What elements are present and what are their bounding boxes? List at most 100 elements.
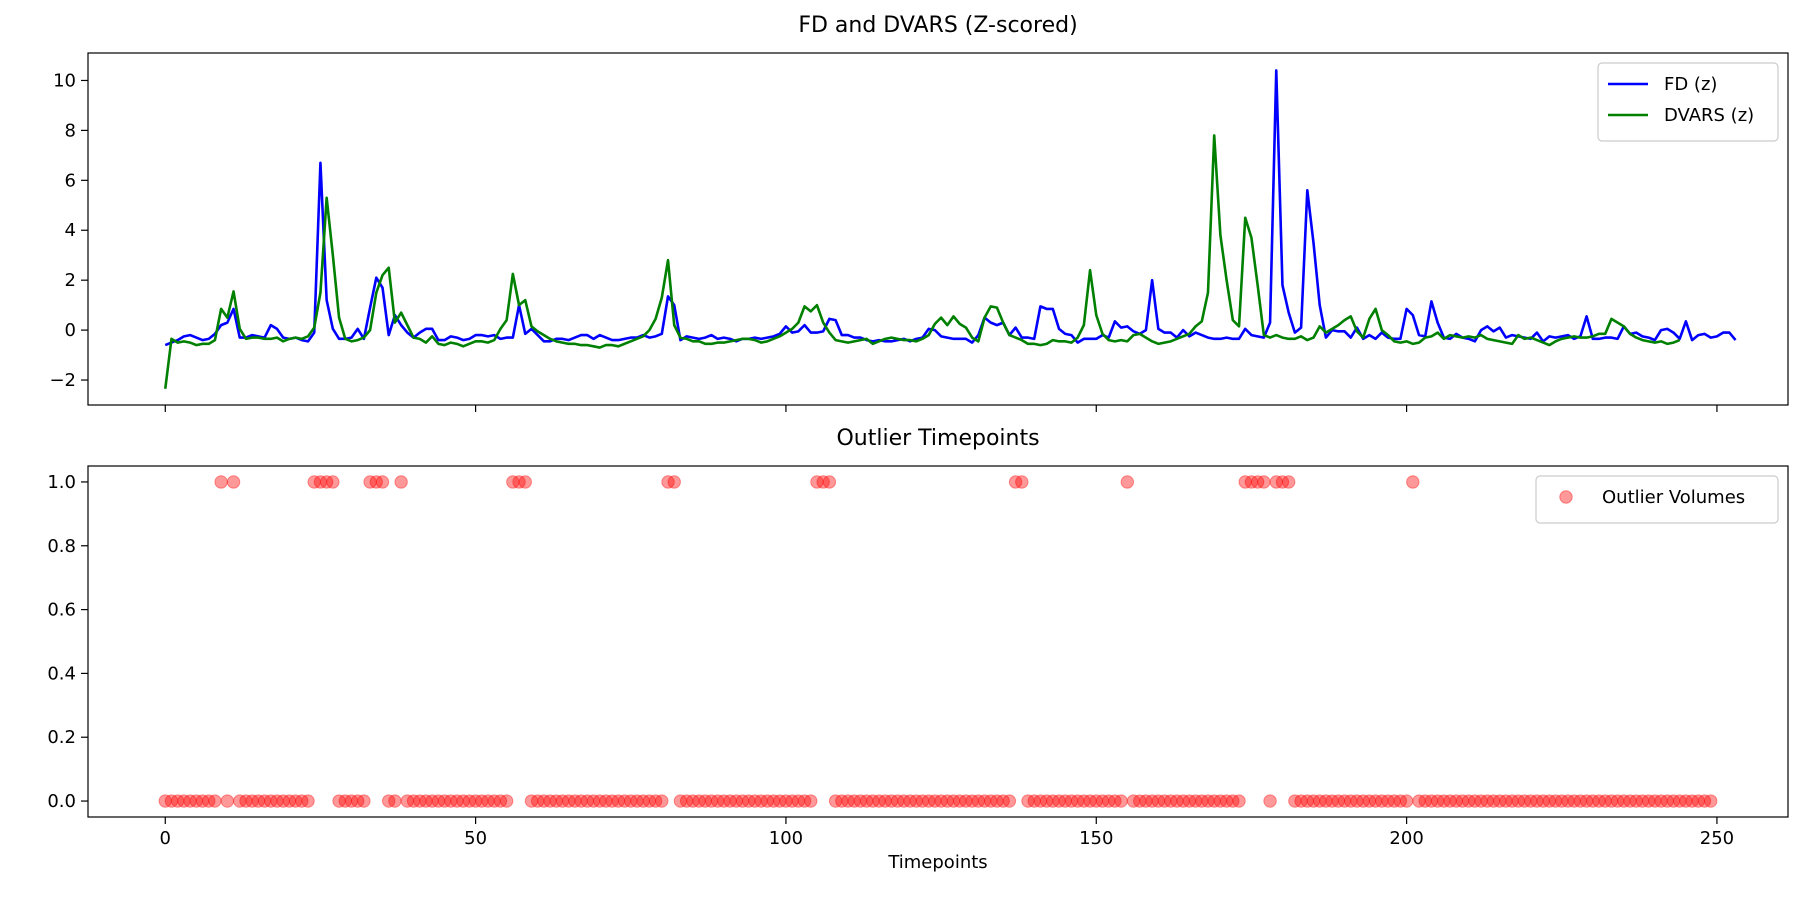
outlier-point [779,794,793,808]
outlier-point [1114,794,1128,808]
legend-swatch [1559,490,1573,504]
outlier-point [189,794,204,808]
outlier-point [1164,794,1178,808]
outlier-point [1250,475,1265,489]
outlier-point [537,794,551,808]
outlier-point [1095,794,1110,808]
outlier-point [797,794,812,808]
legend: Outlier Volumes [1535,475,1779,524]
outlier-point [723,794,737,808]
outlier-point [1120,475,1135,489]
outlier-point [555,794,570,808]
outlier-point [1666,794,1681,808]
plot-area [163,69,1737,389]
outlier-point [1157,794,1172,808]
outlier-point [251,794,266,808]
outlier-point [357,794,371,808]
outlier-point [686,794,700,808]
outlier-point [1344,794,1358,808]
outlier-point [1517,794,1532,808]
outlier-point [319,475,334,489]
series-line-dvars [163,134,1681,389]
outlier-point [959,794,973,808]
outlier-point [648,794,663,808]
outlier-point [1530,794,1544,808]
outlier-point [214,475,228,489]
outlier-point [499,794,514,808]
outlier-point [202,794,216,808]
outlier-point [1052,794,1066,808]
outlier-point [1313,794,1327,808]
axes-frame [87,465,1789,818]
outlier-point [1480,794,1494,808]
outlier-point [766,794,781,808]
outlier-point [1449,794,1463,808]
outlier-point [1027,794,1041,808]
outlier-point [1195,794,1209,808]
outlier-point [350,794,365,808]
outlier-point [468,794,483,808]
outlier-point [1021,794,1035,808]
outlier-point [1648,794,1662,808]
outlier-point [1561,794,1575,808]
outlier-point [369,475,383,489]
outlier-point [1089,794,1103,808]
outlier-point [1685,794,1699,808]
outlier-point [506,475,520,489]
outlier-point [475,794,489,808]
outlier-point [382,794,396,808]
outlier-point [679,794,694,808]
series-line-fd [164,69,1737,347]
outlier-point [816,475,830,489]
outlier-point [338,794,352,808]
outlier-point [698,794,712,808]
outlier-point [630,794,644,808]
outlier-point [450,794,464,808]
outlier-point [990,794,1004,808]
outlier-point [810,475,824,489]
outlier-point [1567,794,1581,808]
outlier-point [1232,794,1246,808]
outlier-point [1244,475,1259,489]
y-tick-label: 6 [65,170,76,191]
outlier-point [1592,794,1606,808]
plot-area [158,475,1718,808]
outlier-point [735,794,750,808]
outlier-point [276,794,290,808]
outlier-point [1617,794,1631,808]
outlier-point [307,475,321,489]
outlier-point [1201,794,1215,808]
outlier-point [288,794,303,808]
outlier-point [413,794,427,808]
outlier-point [1319,794,1333,808]
outlier-point [841,794,855,808]
y-tick-label: 0.4 [47,663,76,684]
outlier-point [394,475,408,489]
outlier-point [636,794,650,808]
outlier-point [568,794,582,808]
outlier-point [1170,794,1184,808]
outlier-point [530,794,545,808]
x-tick-label: 0 [160,828,171,849]
outlier-point [1424,794,1439,808]
outlier-point [1455,794,1470,808]
outlier-point [158,794,172,808]
outlier-point [1039,794,1054,808]
outlier-point [239,794,253,808]
outlier-point [270,794,284,808]
outlier-point [375,475,390,489]
outlier-point [562,794,576,808]
outlier-point [692,794,706,808]
outlier-point [1033,794,1048,808]
outlier-point [953,794,967,808]
outlier-point [1356,794,1370,808]
outlier-point [921,794,936,808]
axes-frame [87,52,1789,406]
outlier-point [326,475,340,489]
outlier-point [593,794,607,808]
outlier-point [1015,475,1029,489]
outlier-point [866,794,880,808]
outlier-point [872,794,886,808]
outlier-point [1207,794,1221,808]
outlier-point [1133,794,1147,808]
